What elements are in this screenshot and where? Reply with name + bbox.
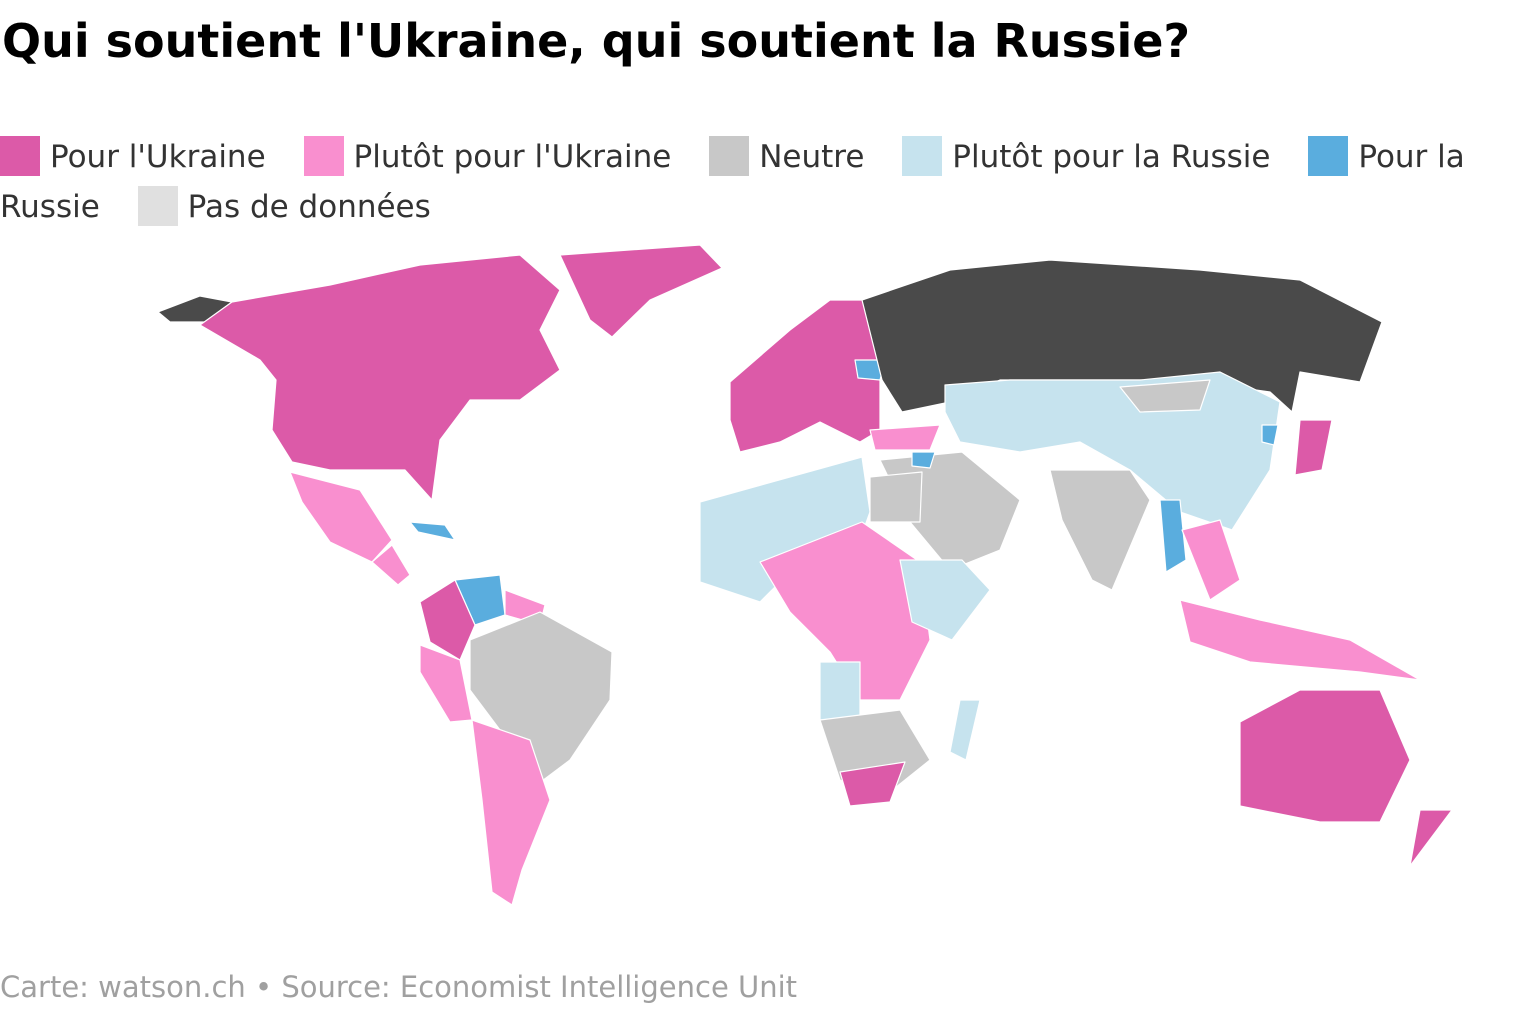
egypt [869, 471, 923, 523]
legend-item: Plutôt pour la Russie [902, 135, 1271, 176]
south-africa [839, 761, 906, 807]
asia [944, 371, 1281, 531]
madagascar [949, 699, 981, 761]
world-map [157, 244, 1453, 906]
legend-label: Pour la Russie [0, 139, 1465, 225]
legend-label: Plutôt pour la Russie [952, 139, 1271, 175]
new-zealand [1409, 809, 1453, 867]
central-africa [759, 521, 931, 701]
australia [1239, 689, 1411, 823]
india [1049, 469, 1151, 591]
legend-item: Pour la Russie [0, 135, 1465, 225]
east-africa [899, 559, 991, 641]
indonesia [1179, 599, 1421, 681]
legend: Pour l'Ukraine Plutôt pour l'Ukraine Neu… [0, 132, 1536, 232]
legend-item: Pour l'Ukraine [0, 135, 266, 176]
korea [1261, 424, 1279, 446]
central-america [371, 544, 411, 586]
legend-swatch [0, 135, 40, 176]
peru [419, 644, 473, 723]
legend-item: Pas de données [137, 185, 431, 226]
turkey [869, 424, 941, 451]
legend-swatch [1308, 135, 1349, 176]
cuba [409, 521, 456, 541]
mexico [289, 471, 393, 563]
brazil [469, 611, 613, 791]
legend-item: Plutôt pour l'Ukraine [303, 135, 672, 176]
colombia [419, 579, 476, 661]
angola [819, 661, 861, 721]
title: Qui soutient l'Ukraine, qui soutient la … [2, 14, 1191, 68]
russia [861, 259, 1383, 413]
legend-swatch [709, 135, 750, 176]
japan [1294, 419, 1333, 476]
legend-swatch [137, 185, 178, 226]
legend-item: Neutre [709, 135, 865, 176]
legend-swatch [902, 135, 943, 176]
southeast-asia [1181, 519, 1241, 601]
southern-cone [471, 719, 551, 906]
legend-label: Plutôt pour l'Ukraine [353, 139, 672, 175]
mongolia [1119, 379, 1211, 413]
syria [911, 451, 936, 469]
legend-label: Neutre [759, 139, 865, 175]
legend-label: Pas de données [187, 189, 431, 225]
north-america [199, 254, 561, 501]
footer: Carte: watson.ch • Source: Economist Int… [0, 970, 798, 1004]
europe [729, 299, 881, 453]
legend-swatch [303, 135, 344, 176]
legend-label: Pour l'Ukraine [50, 139, 266, 175]
myanmar [1159, 499, 1187, 573]
belarus [854, 359, 886, 381]
greenland [559, 244, 723, 338]
